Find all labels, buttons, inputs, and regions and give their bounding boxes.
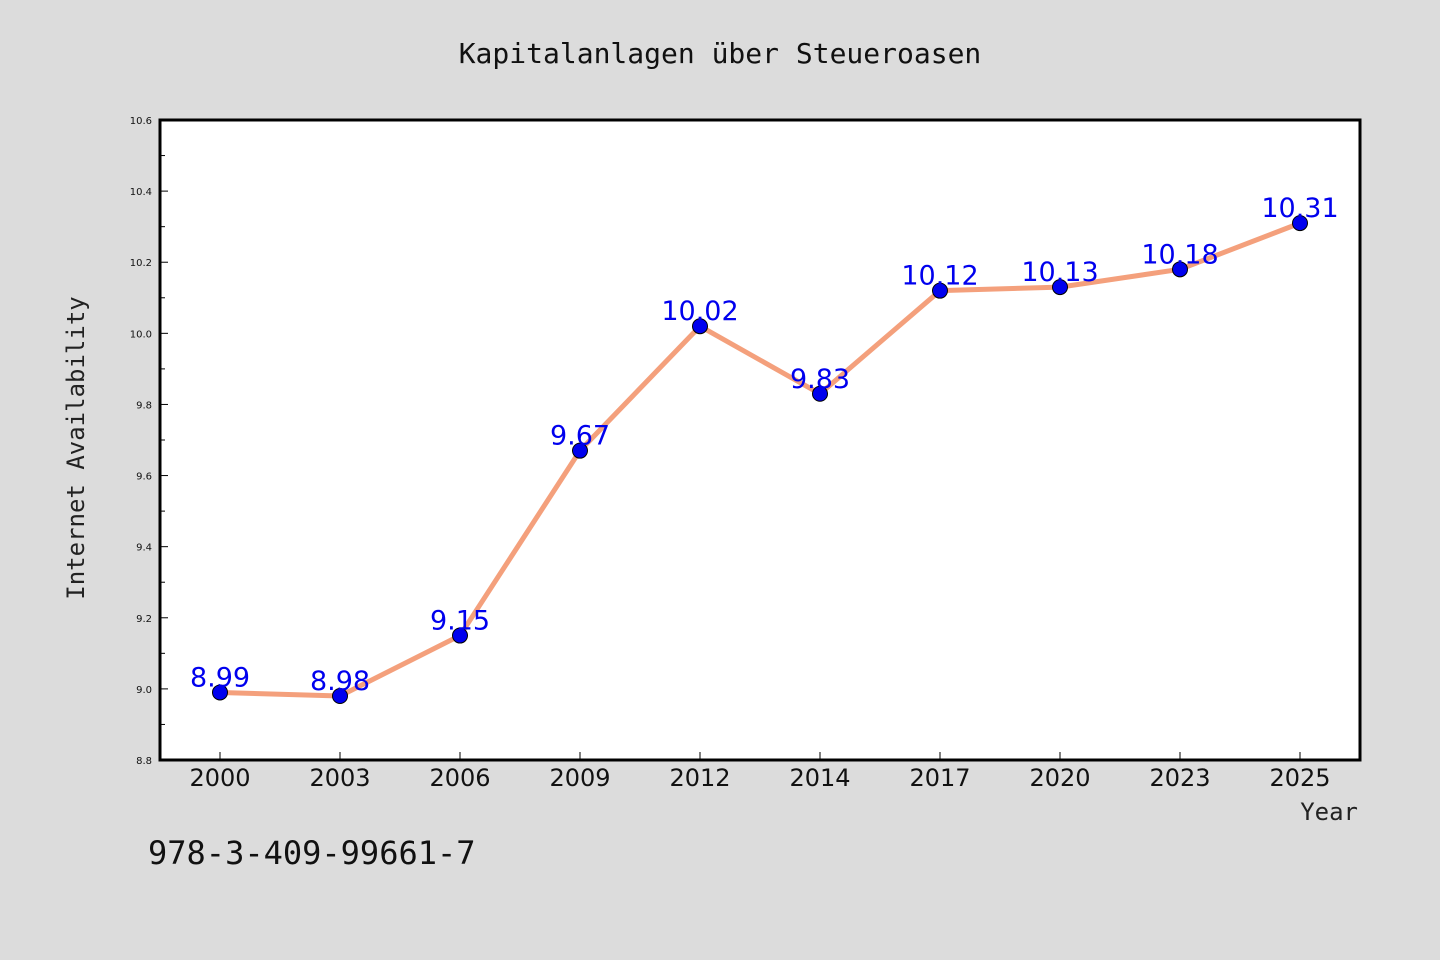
y-tick-label: 9.2 xyxy=(136,614,152,625)
y-tick-label: 9.0 xyxy=(136,685,152,696)
data-point xyxy=(932,282,948,299)
data-point xyxy=(1292,215,1308,232)
series-line xyxy=(217,220,1303,699)
plot-frame xyxy=(158,118,1362,762)
x-axis-ticks: 2000 2003 2006 2009 2012 2014 2017 2020 2023 2025 xyxy=(189,752,1331,792)
isbn-text: 978-3-409-99661-7 xyxy=(148,834,476,872)
x-axis-label: Year xyxy=(1300,798,1358,826)
x-tick-label: 2000 xyxy=(189,764,250,792)
x-tick-label: 2014 xyxy=(789,764,850,792)
data-point xyxy=(452,627,468,644)
data-label: 9.15 xyxy=(430,606,490,637)
x-tick-label: 2025 xyxy=(1269,764,1330,792)
plot-area xyxy=(160,120,1360,760)
chart-title: Kapitalanlagen über Steueroasen xyxy=(459,37,982,70)
data-label: 8.99 xyxy=(190,662,250,693)
y-axis-label: Internet Availability xyxy=(62,296,90,599)
data-point xyxy=(692,318,708,335)
y-tick-label: 8.8 xyxy=(136,756,152,767)
data-point xyxy=(212,684,228,701)
x-tick-label: 2006 xyxy=(429,764,490,792)
x-tick-label: 2003 xyxy=(309,764,370,792)
data-label: 10.18 xyxy=(1141,239,1218,270)
data-label: 10.31 xyxy=(1261,193,1338,224)
data-point xyxy=(1172,261,1188,278)
data-point xyxy=(812,385,828,402)
data-label: 9.67 xyxy=(550,421,610,452)
y-tick-label: 9.6 xyxy=(136,472,152,483)
x-tick-label: 2020 xyxy=(1029,764,1090,792)
data-point xyxy=(1052,279,1068,296)
x-tick-label: 2023 xyxy=(1149,764,1210,792)
data-label: 8.98 xyxy=(310,666,370,697)
data-point xyxy=(572,442,588,459)
y-tick-label: 10.6 xyxy=(130,116,152,127)
y-tick-label: 9.4 xyxy=(136,543,152,554)
data-label: 10.12 xyxy=(901,261,978,292)
data-label: 9.83 xyxy=(790,364,850,395)
y-tick-label: 9.8 xyxy=(136,400,152,411)
data-point xyxy=(332,688,348,704)
data-label: 10.02 xyxy=(661,296,738,327)
x-tick-label: 2017 xyxy=(909,764,970,792)
y-tick-label: 10.4 xyxy=(130,187,152,198)
series-layer: 8.99 8.98 9.15 9.67 10.02 9.83 10.12 10.13 10.18… xyxy=(190,193,1339,704)
x-tick-label: 2009 xyxy=(549,764,610,792)
data-label: 10.13 xyxy=(1021,257,1098,288)
y-tick-label: 10.0 xyxy=(130,329,152,340)
x-tick-label: 2012 xyxy=(669,764,730,792)
y-tick-label: 10.2 xyxy=(130,258,152,269)
